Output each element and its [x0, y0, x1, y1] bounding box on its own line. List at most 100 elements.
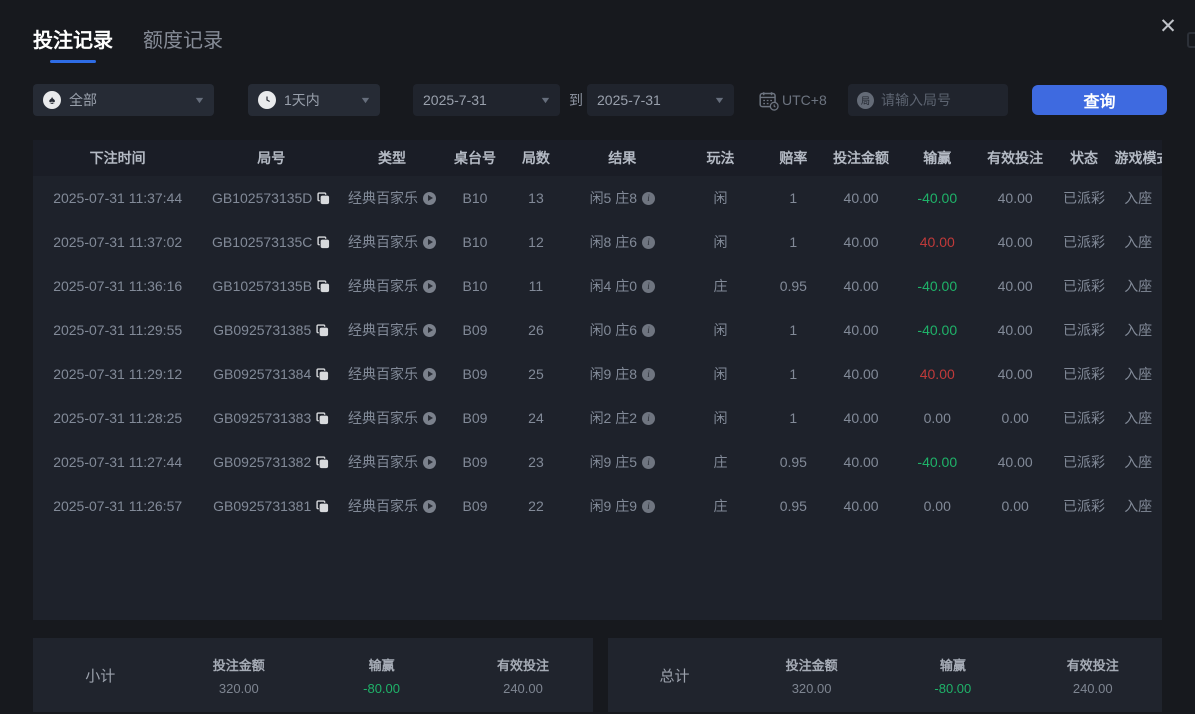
game-video-icon[interactable] [423, 279, 436, 293]
cell-play: 闲 [713, 410, 728, 426]
table-row: 2025-07-31 11:26:57 GB0925731381 经典百家乐 B… [33, 484, 1162, 528]
subtotal-valid-value: 240.00 [503, 680, 543, 696]
date-to-label: 到 [569, 92, 583, 108]
game-video-icon[interactable] [423, 191, 436, 205]
round-number-icon: 局 [857, 91, 874, 109]
result-info-icon[interactable]: i [642, 279, 656, 293]
betting-records-table: 下注时间 局号 类型 桌台号 局数 结果 玩法 赔率 投注金额 输赢 有效投注 … [33, 140, 1162, 620]
cell-round-count: 13 [528, 190, 544, 206]
table-row: 2025-07-31 11:27:44 GB0925731382 经典百家乐 B… [33, 440, 1162, 484]
cell-play: 闲 [713, 190, 728, 206]
cell-odds: 0.95 [779, 498, 807, 514]
cell-table-no: B10 [462, 234, 488, 250]
cell-game-mode: 入座 [1124, 234, 1153, 250]
game-video-icon[interactable] [423, 323, 436, 337]
clipped-icon-fragment [1187, 32, 1195, 48]
header-winloss: 输赢 [923, 150, 952, 166]
date-to-select[interactable]: 2025-7-31 ▼ [587, 84, 734, 116]
round-number-input[interactable] [881, 92, 999, 108]
cell-status: 已派彩 [1063, 322, 1105, 338]
calendar-clock-icon [758, 90, 779, 111]
tab-quota-records[interactable]: 额度记录 [143, 30, 223, 52]
copy-icon[interactable] [316, 411, 329, 425]
table-row: 2025-07-31 11:37:44 GB102573135D 经典百家乐 B… [33, 176, 1162, 220]
cell-odds: 1 [789, 322, 798, 338]
cell-game-mode: 入座 [1124, 454, 1153, 470]
copy-icon[interactable] [316, 323, 329, 337]
copy-icon[interactable] [317, 235, 330, 249]
cell-table-no: B09 [462, 322, 488, 338]
header-round-count: 局数 [521, 150, 550, 166]
subtotal-bet-amount: 投注金额 320.00 [167, 655, 310, 696]
result-info-icon[interactable]: i [642, 235, 656, 249]
cell-valid-bet: 0.00 [1001, 498, 1029, 514]
result-info-icon[interactable]: i [642, 499, 656, 513]
cell-round-id: GB0925731382 [202, 454, 340, 470]
cell-bet-amount: 40.00 [843, 410, 879, 426]
header-type: 类型 [378, 150, 406, 166]
cell-odds: 1 [789, 190, 798, 206]
close-icon[interactable]: ✕ [1159, 15, 1177, 38]
cell-valid-bet: 0.00 [1001, 410, 1029, 426]
query-button[interactable]: 查询 [1032, 85, 1167, 115]
table-row: 2025-07-31 11:37:02 GB102573135C 经典百家乐 B… [33, 220, 1162, 264]
cell-round-id: GB102573135B [202, 278, 340, 294]
cell-type: 经典百家乐 [340, 276, 444, 296]
result-info-icon[interactable]: i [642, 367, 656, 381]
total-bet-amount: 投注金额 320.00 [741, 655, 882, 696]
subtotal-label: 小计 [85, 667, 116, 685]
copy-icon[interactable] [316, 367, 329, 381]
cell-result: 闲9 庄5 i [566, 452, 679, 472]
cell-bet-time: 2025-07-31 11:27:44 [53, 454, 183, 470]
cell-bet-time: 2025-07-31 11:29:55 [53, 322, 183, 338]
total-bet-label: 投注金额 [785, 657, 838, 673]
cell-game-mode: 入座 [1124, 366, 1153, 382]
header-play: 玩法 [706, 150, 735, 166]
cell-table-no: B10 [462, 278, 488, 294]
cell-valid-bet: 40.00 [997, 190, 1033, 206]
cell-round-count: 23 [528, 454, 544, 470]
cell-bet-time: 2025-07-31 11:29:12 [53, 366, 183, 382]
header-round-id: 局号 [257, 150, 286, 166]
cell-round-id: GB102573135C [202, 234, 340, 250]
spade-icon: ♠ [43, 91, 61, 109]
subtotal-winloss: 输赢 -80.00 [310, 655, 453, 696]
game-video-icon[interactable] [423, 499, 436, 513]
game-video-icon[interactable] [423, 455, 436, 469]
result-info-icon[interactable]: i [642, 191, 656, 205]
cell-round-count: 11 [528, 278, 544, 294]
result-info-icon[interactable]: i [642, 455, 656, 469]
cell-bet-amount: 40.00 [843, 190, 879, 206]
copy-icon[interactable] [316, 455, 329, 469]
date-from-select[interactable]: 2025-7-31 ▼ [413, 84, 560, 116]
game-type-value: 全部 [69, 92, 97, 108]
cell-bet-amount: 40.00 [843, 498, 879, 514]
chevron-down-icon: ▼ [539, 95, 552, 105]
cell-play: 庄 [713, 278, 728, 294]
table-row: 2025-07-31 11:29:12 GB0925731384 经典百家乐 B… [33, 352, 1162, 396]
cell-result: 闲9 庄8 i [566, 364, 679, 384]
cell-bet-amount: 40.00 [843, 322, 879, 338]
copy-icon[interactable] [317, 191, 330, 205]
total-valid-bet: 有效投注 240.00 [1023, 655, 1162, 696]
cell-round-count: 24 [528, 410, 544, 426]
game-video-icon[interactable] [423, 411, 436, 425]
game-video-icon[interactable] [423, 367, 436, 381]
copy-icon[interactable] [317, 279, 330, 293]
cell-table-no: B09 [462, 366, 488, 382]
game-type-select[interactable]: ♠ 全部 ▼ [33, 84, 214, 116]
cell-round-count: 25 [528, 366, 544, 382]
copy-icon[interactable] [316, 499, 329, 513]
result-info-icon[interactable]: i [642, 411, 656, 425]
cell-bet-time: 2025-07-31 11:36:16 [53, 278, 183, 294]
cell-table-no: B09 [462, 454, 488, 470]
table-row: 2025-07-31 11:28:25 GB0925731383 经典百家乐 B… [33, 396, 1162, 440]
cell-round-count: 22 [528, 498, 544, 514]
tab-betting-records[interactable]: 投注记录 [33, 24, 113, 63]
time-range-select[interactable]: 1天内 ▼ [248, 84, 380, 116]
cell-bet-time: 2025-07-31 11:37:44 [53, 190, 183, 206]
game-video-icon[interactable] [423, 235, 436, 249]
cell-round-count: 12 [528, 234, 544, 250]
result-info-icon[interactable]: i [642, 323, 656, 337]
total-winloss: 输赢 -80.00 [882, 655, 1023, 696]
